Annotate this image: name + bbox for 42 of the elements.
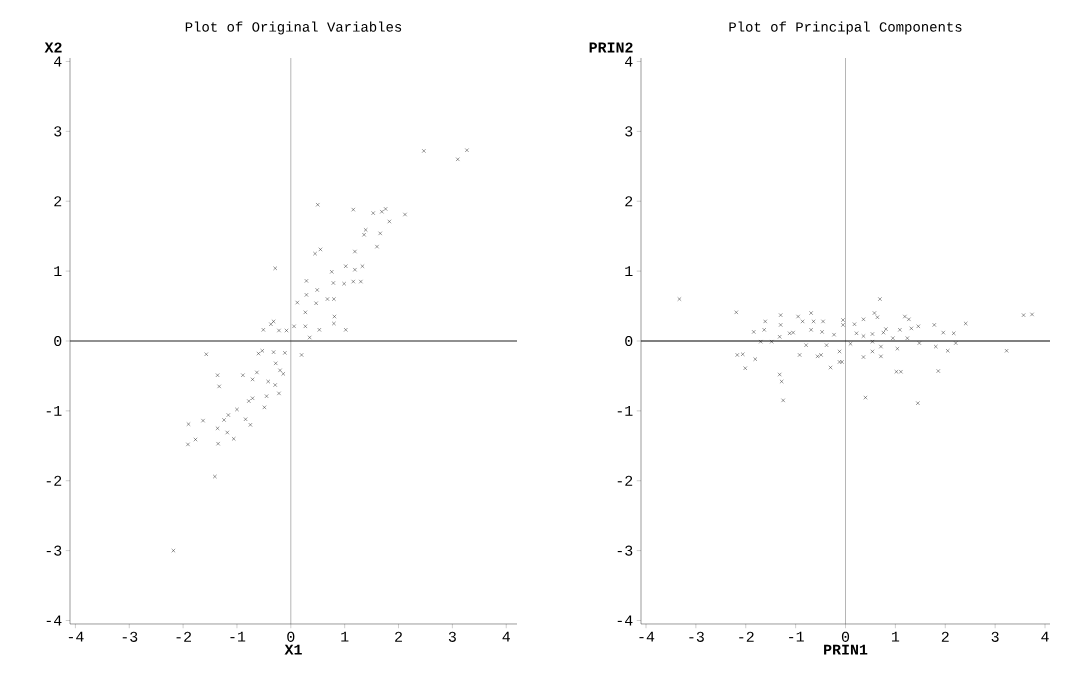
- x-tick-label: -4: [68, 631, 84, 642]
- y-tick-label: 0: [625, 335, 633, 347]
- x-tick-label: -3: [122, 631, 138, 642]
- y-tick-label: 2: [54, 196, 62, 207]
- y-axis-title: X2: [44, 42, 62, 53]
- x-tick-label: 4: [1041, 631, 1049, 642]
- x-tick-label: 2: [941, 631, 949, 642]
- y-tick-label: 1: [54, 266, 62, 277]
- x-tick-label: -4: [639, 631, 655, 642]
- y-tick-label: 2: [625, 196, 633, 207]
- y-tick-label: -3: [617, 545, 633, 556]
- x-tick-label: -1: [789, 631, 804, 642]
- y-tick-label: -1: [617, 405, 633, 416]
- x-tick-label: -3: [689, 631, 704, 642]
- x-tick-label: 0: [841, 631, 850, 642]
- y-tick-label: 4: [625, 56, 633, 67]
- chart-title: Plot of Principal Components: [729, 21, 962, 35]
- y-tick-label: -3: [46, 545, 62, 556]
- y-tick-label: -2: [617, 475, 633, 486]
- x-tick-label: 1: [891, 631, 900, 642]
- y-axis-title: PRIN2: [589, 42, 633, 53]
- x-tick-label: 2: [395, 631, 402, 642]
- y-tick-label: 4: [54, 56, 62, 67]
- x-tick-label: -2: [739, 631, 754, 642]
- y-tick-label: -4: [46, 615, 62, 626]
- x-tick-label: 3: [991, 631, 999, 642]
- chart-title: Plot of Original Variables: [185, 21, 402, 35]
- y-tick-label: 0: [54, 335, 62, 347]
- y-tick-label: 1: [625, 266, 633, 277]
- x-axis-title: X1: [284, 644, 302, 655]
- x-axis-title: PRIN1: [824, 644, 868, 655]
- x-tick-label: 0: [287, 631, 295, 642]
- x-tick-label: -1: [230, 631, 246, 642]
- y-tick-label: -2: [46, 475, 62, 486]
- y-tick-label: 3: [54, 126, 62, 137]
- y-tick-label: 3: [625, 126, 633, 137]
- y-tick-label: -4: [617, 615, 633, 626]
- y-tick-label: -1: [46, 405, 62, 416]
- x-tick-label: 1: [341, 631, 349, 642]
- x-tick-label: 4: [502, 631, 510, 642]
- x-tick-label: 3: [448, 631, 456, 642]
- x-tick-label: -2: [176, 631, 192, 642]
